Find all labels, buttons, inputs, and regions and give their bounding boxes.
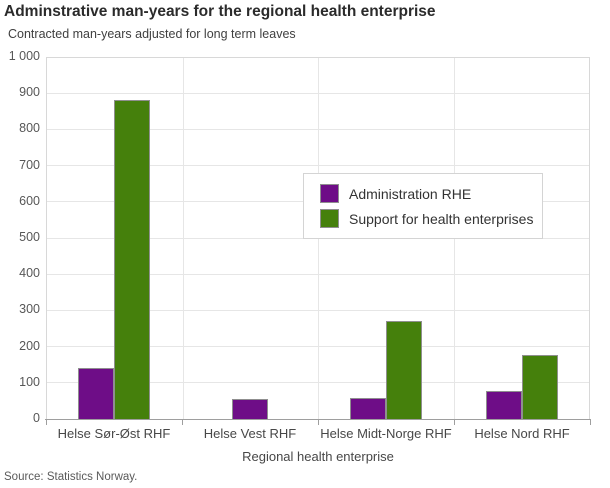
bar-groups [46,57,590,419]
y-tick-label: 200 [19,338,40,353]
legend-box: Administration RHE Support for health en… [303,173,543,239]
y-tick-label: 100 [19,374,40,389]
source-text: Source: Statistics Norway. [4,471,138,483]
y-tick-label: 700 [19,157,40,172]
x-category-label: Helse Midt-Norge RHF [320,426,452,441]
chart-title: Adminstrative man-years for the regional… [4,3,436,20]
bar [114,100,150,419]
bar [386,321,422,419]
chart-subtitle: Contracted man-years adjusted for long t… [8,27,296,41]
legend-label: Support for health enterprises [349,210,534,227]
x-category-label: Helse Nord RHF [474,426,570,441]
legend-label: Administration RHE [349,185,472,202]
x-axis-tick [318,420,319,425]
bar [78,368,114,419]
legend-item-support-health-enterprises[interactable]: Support for health enterprises [320,209,542,228]
x-axis-tick [590,420,591,425]
x-axis-tick [454,420,455,425]
y-tick-label: 1 000 [8,49,40,63]
x-category-label: Helse Sør-Øst RHF [57,426,171,441]
bar [522,354,558,419]
bar [350,398,386,419]
y-tick-label: 0 [33,411,40,425]
legend-item-administration-rhe[interactable]: Administration RHE [320,184,542,203]
x-category-label: Helse Vest RHF [203,426,297,441]
x-axis-tick [182,420,183,425]
gridline-vertical [182,58,184,419]
y-tick-label: 900 [19,85,40,100]
x-axis-title: Regional health enterprise [242,449,394,464]
x-axis-tick [46,420,47,425]
y-tick-label: 300 [19,302,40,317]
x-axis-category-labels: Helse Sør-Øst RHF Helse Vest RHF Helse Mid… [46,426,590,441]
legend-swatch-purple [320,184,339,203]
y-tick-label: 400 [19,266,40,281]
y-tick-label: 600 [19,193,40,208]
bar-group-2 [182,57,318,419]
x-axis-line [45,419,591,420]
bar-group-3 [318,57,454,419]
y-tick-label: 800 [19,121,40,136]
bar [486,391,522,419]
bar-group-4 [454,57,590,419]
bar [232,399,268,419]
legend-swatch-green [320,209,339,228]
y-tick-label: 500 [19,230,40,244]
bar-group-1 [46,57,182,419]
